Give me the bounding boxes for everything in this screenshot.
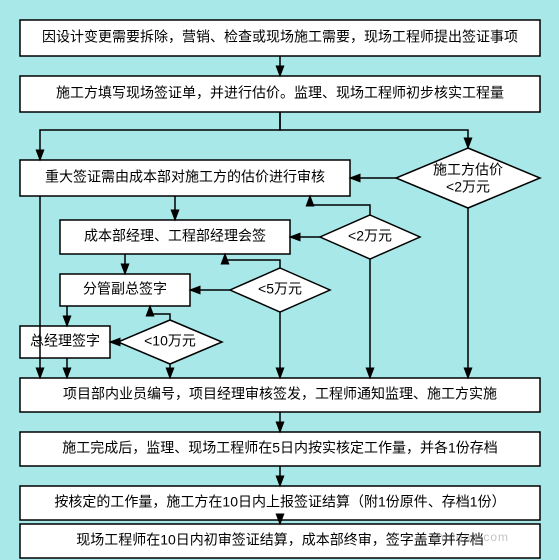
node-label: 因设计变更需要拆除，营销、检查或现场施工需要，现场工程师提出签证事项	[42, 29, 518, 45]
node-label: 现场工程师在10日内初审签证结算，成本部终审，签字盖章并存档	[76, 532, 484, 548]
node-label: 重大签证需由成本部对施工方的估价进行审核	[45, 169, 325, 185]
node-label: 施工方估价	[433, 162, 503, 178]
node-n7: 项目部内业员编号，项目经理审核签发，工程师通知监理、施工方实施	[20, 378, 540, 412]
node-label: 项目部内业员编号，项目经理审核签发，工程师通知监理、施工方实施	[63, 386, 497, 402]
node-label: <2万元	[446, 179, 490, 195]
node-n9: 按核定的工作量，施工方在10日内上报签证结算（附1份原件、存档1份）	[20, 486, 540, 520]
node-n2: 施工方填写现场签证单，并进行估价。监理、现场工程师初步核实工程量	[20, 76, 540, 112]
node-n3: 重大签证需由成本部对施工方的估价进行审核	[20, 160, 350, 196]
node-n1: 因设计变更需要拆除，营销、检查或现场施工需要，现场工程师提出签证事项	[20, 20, 540, 56]
node-n8: 施工完成后，监理、现场工程师在5日内按实核定工作量，并各1份存档	[20, 432, 540, 466]
node-label: <2万元	[348, 228, 392, 244]
node-label: <10万元	[144, 333, 196, 349]
node-label: 施工完成后，监理、现场工程师在5日内按实核定工作量，并各1份存档	[62, 440, 498, 456]
node-n4: 成本部经理、工程部经理会签	[60, 220, 290, 254]
node-n5: 分管副总签字	[60, 274, 190, 306]
node-n6: 总经理签字	[20, 326, 110, 358]
node-label: 按核定的工作量，施工方在10日内上报签证结算（附1份原件、存档1份）	[54, 494, 505, 510]
node-label: 成本部经理、工程部经理会签	[84, 228, 266, 244]
node-label: 施工方填写现场签证单，并进行估价。监理、现场工程师初步核实工程量	[56, 85, 504, 101]
node-label: 分管副总签字	[83, 281, 167, 297]
watermark: zhulong.com	[430, 530, 509, 544]
node-label: <5万元	[258, 281, 302, 297]
